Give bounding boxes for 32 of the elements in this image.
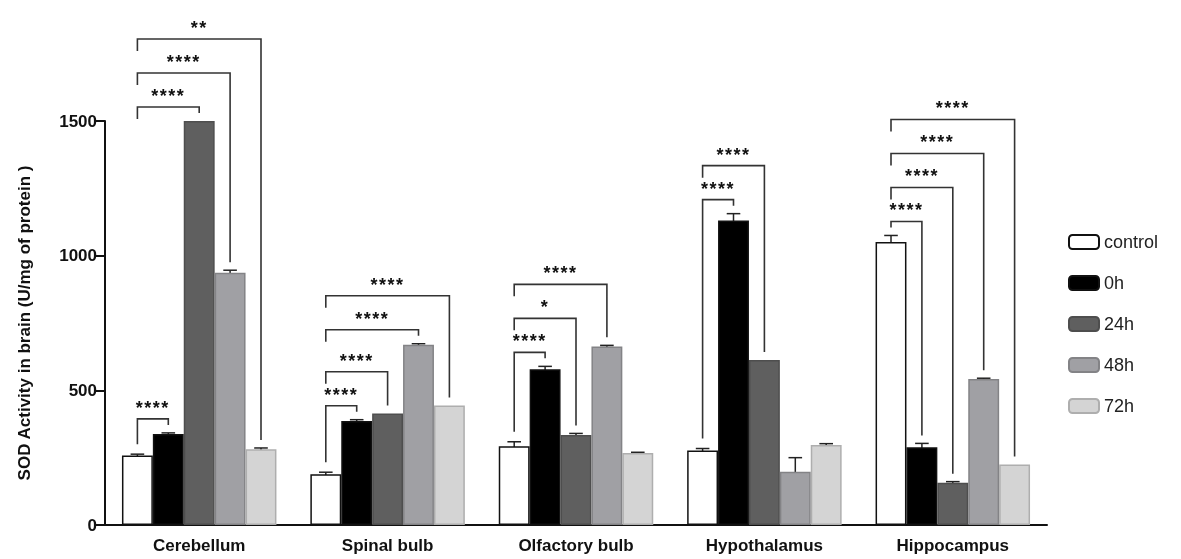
y-tick-label: 0 — [87, 515, 97, 535]
annotation: **** — [716, 144, 751, 165]
legend-label: 0h — [1104, 273, 1125, 293]
y-tick-label: 1500 — [59, 111, 97, 131]
x-tick-label: Spinal bulb — [341, 536, 434, 555]
text: **** — [151, 86, 186, 106]
x-tick-label: Hippocampus — [896, 536, 1009, 555]
legend-label: 48h — [1104, 355, 1135, 375]
legend-label: control — [1104, 232, 1159, 252]
y-axis-title: SOD Activity in brain (U/mg of protein ) — [15, 165, 34, 481]
legend-label: 72h — [1104, 396, 1135, 416]
text: ** — [190, 18, 208, 38]
text: **** — [935, 98, 970, 119]
y-tick-label: 500 — [68, 380, 97, 400]
annotation: * — [540, 297, 550, 318]
annotation: **** — [355, 308, 390, 329]
y-tick-label: 1000 — [59, 246, 97, 266]
x-tick-label: Cerebellum — [152, 536, 246, 555]
text: **** — [166, 52, 201, 72]
annotation: **** — [339, 350, 374, 371]
annotation: **** — [920, 132, 955, 153]
x-tick-label: Olfactory bulb — [518, 536, 634, 555]
legend-label: 24h — [1104, 314, 1135, 334]
x-tick-label: Hypothalamus — [705, 536, 823, 555]
annotation: **** — [324, 384, 359, 405]
annotation: **** — [370, 274, 405, 295]
annotation: **** — [889, 200, 924, 221]
annotation: **** — [904, 166, 939, 187]
annotation: **** — [135, 397, 170, 418]
annotation: **** — [701, 178, 736, 199]
annotation: **** — [512, 331, 547, 352]
annotation: **** — [543, 263, 578, 284]
